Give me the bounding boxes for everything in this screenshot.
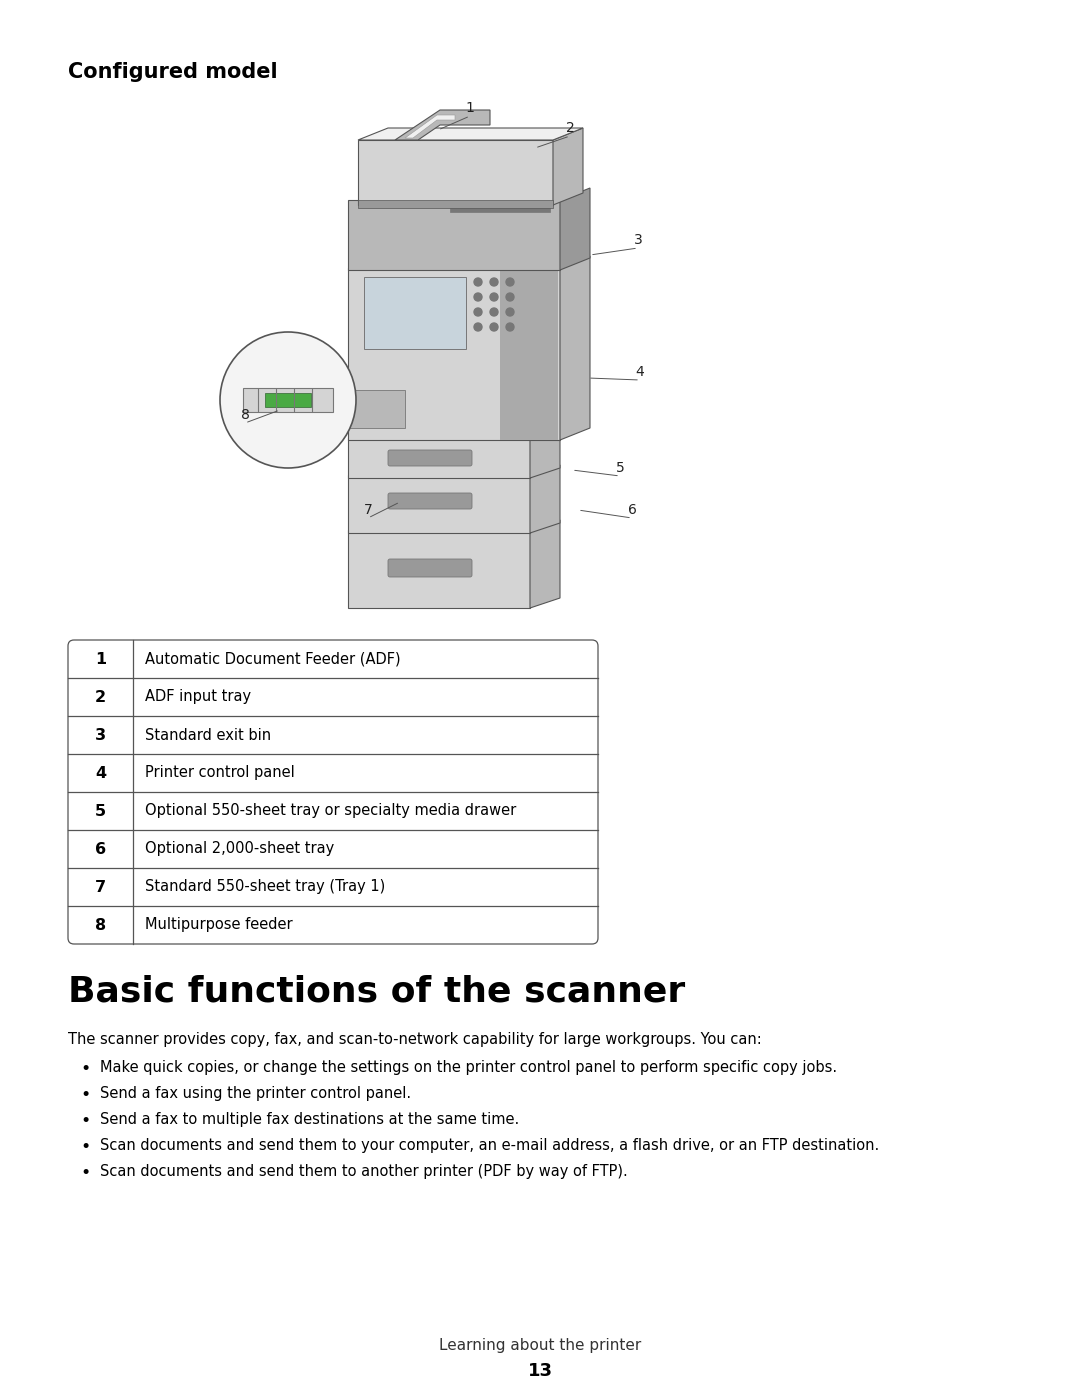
Circle shape bbox=[474, 307, 482, 316]
Circle shape bbox=[474, 323, 482, 331]
Text: Standard exit bin: Standard exit bin bbox=[145, 728, 271, 742]
Text: 2: 2 bbox=[566, 122, 575, 136]
Text: 4: 4 bbox=[95, 766, 106, 781]
FancyBboxPatch shape bbox=[364, 277, 465, 349]
FancyBboxPatch shape bbox=[348, 529, 530, 608]
FancyBboxPatch shape bbox=[450, 204, 550, 212]
Polygon shape bbox=[530, 465, 561, 534]
Text: Send a fax using the printer control panel.: Send a fax using the printer control pan… bbox=[100, 1085, 411, 1101]
Text: Scan documents and send them to another printer (PDF by way of FTP).: Scan documents and send them to another … bbox=[100, 1164, 627, 1179]
FancyBboxPatch shape bbox=[388, 450, 472, 467]
Circle shape bbox=[507, 323, 514, 331]
Polygon shape bbox=[357, 129, 583, 140]
FancyBboxPatch shape bbox=[388, 559, 472, 577]
Text: •: • bbox=[80, 1112, 91, 1130]
Text: Printer control panel: Printer control panel bbox=[145, 766, 295, 781]
Text: Make quick copies, or change the settings on the printer control panel to perfor: Make quick copies, or change the setting… bbox=[100, 1060, 837, 1076]
Polygon shape bbox=[561, 189, 590, 270]
Text: The scanner provides copy, fax, and scan-to-network capability for large workgro: The scanner provides copy, fax, and scan… bbox=[68, 1032, 761, 1046]
Circle shape bbox=[220, 332, 356, 468]
Text: •: • bbox=[80, 1164, 91, 1182]
Circle shape bbox=[474, 293, 482, 300]
Text: Optional 550-sheet tray or specialty media drawer: Optional 550-sheet tray or specialty med… bbox=[145, 803, 516, 819]
Text: ADF input tray: ADF input tray bbox=[145, 690, 252, 704]
Circle shape bbox=[507, 293, 514, 300]
Text: 1: 1 bbox=[465, 101, 474, 115]
FancyBboxPatch shape bbox=[348, 475, 530, 534]
Text: Multipurpose feeder: Multipurpose feeder bbox=[145, 918, 293, 933]
Polygon shape bbox=[530, 427, 561, 478]
Text: •: • bbox=[80, 1085, 91, 1104]
Text: Scan documents and send them to your computer, an e-mail address, a flash drive,: Scan documents and send them to your com… bbox=[100, 1139, 879, 1153]
FancyBboxPatch shape bbox=[388, 493, 472, 509]
Polygon shape bbox=[405, 115, 455, 138]
Text: 6: 6 bbox=[95, 841, 106, 856]
Circle shape bbox=[490, 278, 498, 286]
Text: 3: 3 bbox=[95, 728, 106, 742]
Text: 7: 7 bbox=[364, 503, 373, 517]
Circle shape bbox=[474, 278, 482, 286]
Text: •: • bbox=[80, 1139, 91, 1155]
Text: 8: 8 bbox=[241, 408, 249, 422]
Text: 5: 5 bbox=[95, 803, 106, 819]
Polygon shape bbox=[561, 256, 590, 440]
FancyBboxPatch shape bbox=[348, 268, 561, 440]
FancyBboxPatch shape bbox=[357, 200, 553, 208]
Text: 13: 13 bbox=[527, 1362, 553, 1380]
FancyBboxPatch shape bbox=[68, 640, 598, 944]
Circle shape bbox=[490, 307, 498, 316]
Text: Send a fax to multiple fax destinations at the same time.: Send a fax to multiple fax destinations … bbox=[100, 1112, 519, 1127]
FancyBboxPatch shape bbox=[348, 200, 561, 270]
FancyBboxPatch shape bbox=[350, 390, 405, 427]
FancyBboxPatch shape bbox=[265, 393, 311, 407]
Text: Optional 2,000-sheet tray: Optional 2,000-sheet tray bbox=[145, 841, 334, 856]
Text: •: • bbox=[80, 1060, 91, 1078]
FancyBboxPatch shape bbox=[243, 388, 333, 412]
Text: Basic functions of the scanner: Basic functions of the scanner bbox=[68, 975, 685, 1009]
Text: 5: 5 bbox=[616, 461, 624, 475]
Circle shape bbox=[507, 307, 514, 316]
FancyBboxPatch shape bbox=[500, 268, 558, 440]
Circle shape bbox=[507, 278, 514, 286]
Text: 2: 2 bbox=[95, 690, 106, 704]
Text: 8: 8 bbox=[95, 918, 106, 933]
Text: Configured model: Configured model bbox=[68, 61, 278, 82]
Polygon shape bbox=[395, 110, 490, 140]
Text: 4: 4 bbox=[636, 365, 645, 379]
Text: Standard 550-sheet tray (Tray 1): Standard 550-sheet tray (Tray 1) bbox=[145, 880, 386, 894]
Polygon shape bbox=[553, 129, 583, 205]
Polygon shape bbox=[530, 520, 561, 608]
FancyBboxPatch shape bbox=[348, 439, 530, 478]
Text: Automatic Document Feeder (ADF): Automatic Document Feeder (ADF) bbox=[145, 651, 401, 666]
FancyBboxPatch shape bbox=[530, 370, 548, 380]
Circle shape bbox=[490, 293, 498, 300]
Text: Learning about the printer: Learning about the printer bbox=[438, 1338, 642, 1354]
Text: 6: 6 bbox=[627, 503, 636, 517]
Text: 7: 7 bbox=[95, 880, 106, 894]
FancyBboxPatch shape bbox=[357, 140, 553, 205]
Text: 1: 1 bbox=[95, 651, 106, 666]
Circle shape bbox=[490, 323, 498, 331]
Text: 3: 3 bbox=[634, 233, 643, 247]
